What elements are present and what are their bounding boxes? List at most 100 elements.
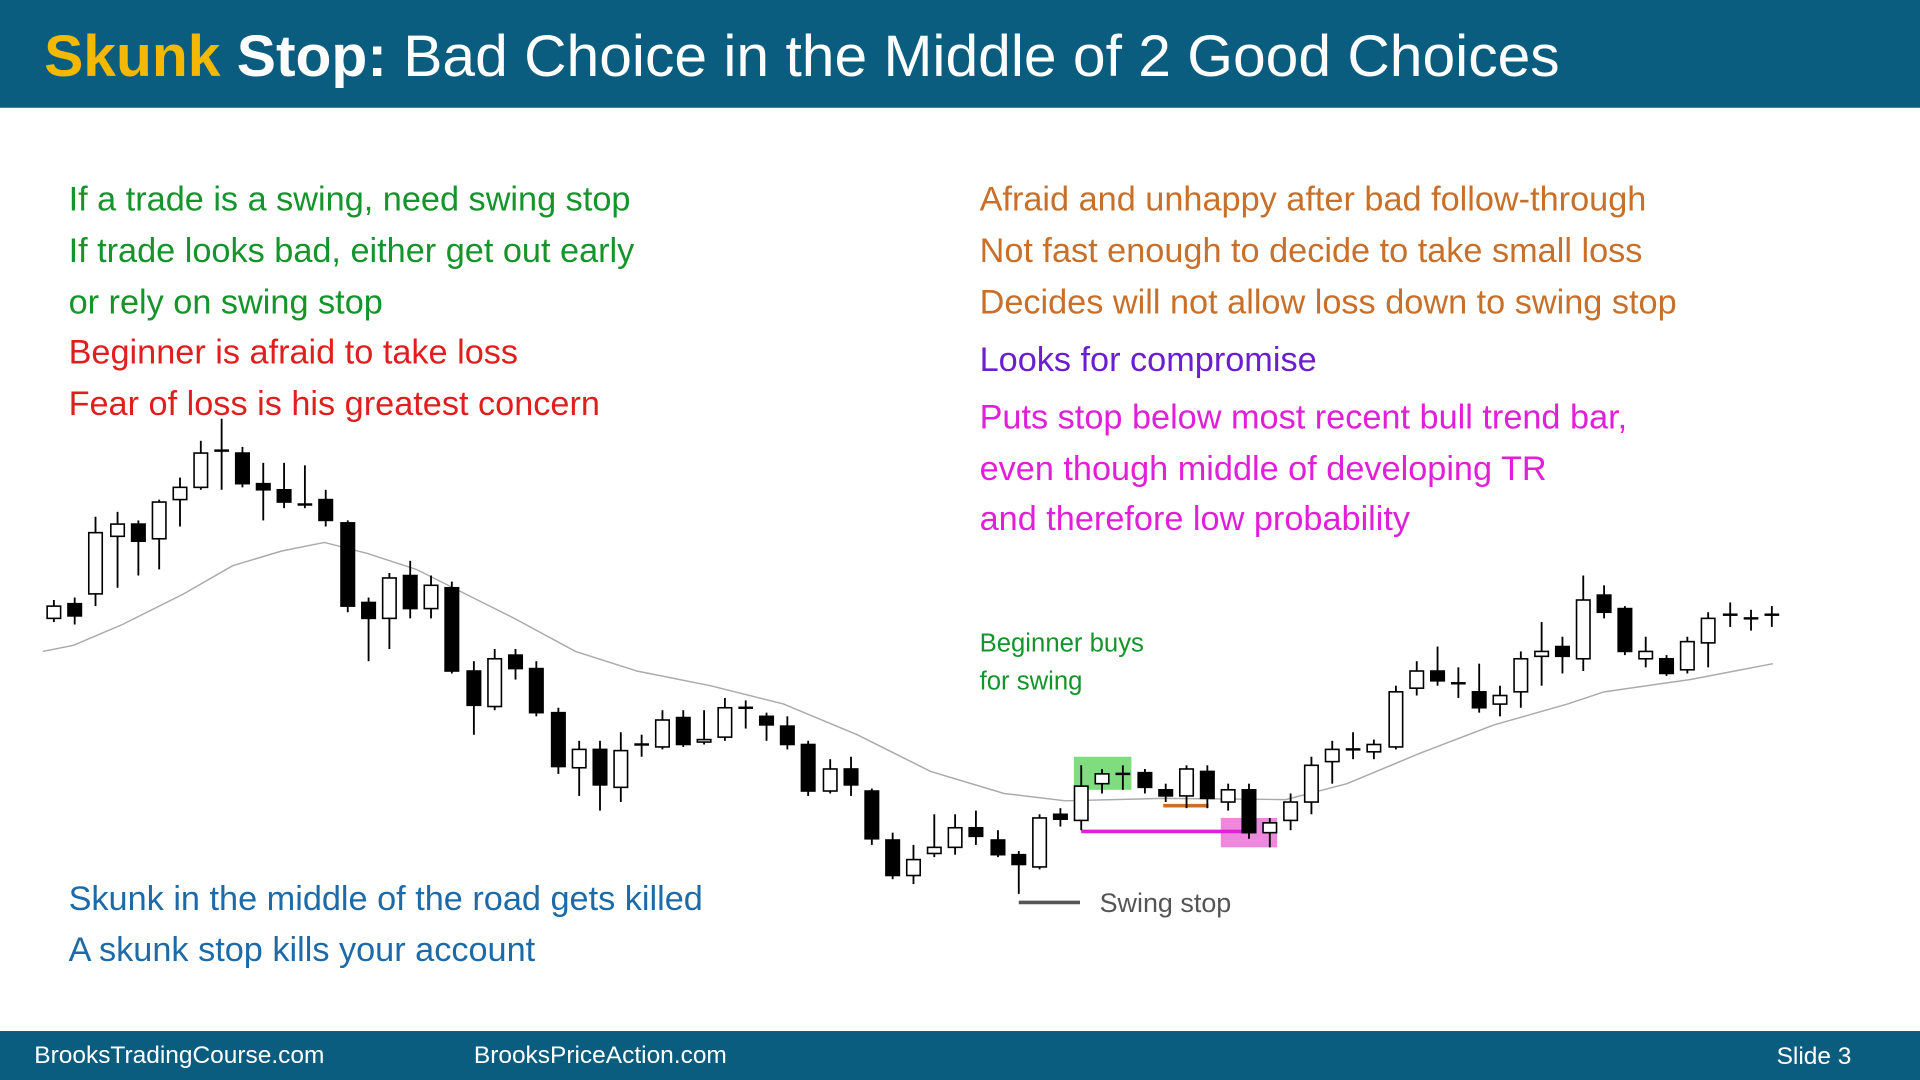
note: even though middle of developing TR [980, 450, 1547, 488]
candle-part [1366, 743, 1382, 753]
candle-part [276, 489, 292, 503]
candle-part [1388, 691, 1404, 748]
candle-part [1700, 617, 1716, 644]
candle-part [1158, 789, 1174, 797]
candle-part [130, 523, 146, 543]
candle-part [255, 482, 271, 491]
candle-part [717, 706, 733, 738]
candle-part [507, 654, 524, 670]
candle-part [822, 768, 838, 792]
note: Skunk in the middle of the road gets kil… [69, 880, 703, 918]
candle-part [1073, 785, 1089, 822]
candle-part [1303, 764, 1319, 803]
candle-part [1220, 789, 1236, 803]
candle-part [990, 839, 1006, 856]
candle-part [110, 523, 126, 538]
note: A skunk stop kills your account [69, 931, 536, 969]
candle-part [592, 748, 608, 786]
candle-part [1534, 650, 1550, 658]
candle-part [1617, 607, 1633, 653]
candle-part [1137, 771, 1153, 789]
footer-bar [0, 1031, 1920, 1080]
candle-part [1513, 657, 1529, 693]
candle-part [843, 768, 859, 786]
note: If a trade is a swing, need swing stop [69, 181, 631, 219]
candle-part [340, 522, 356, 607]
candle-part [1262, 822, 1278, 834]
candle-part [151, 501, 167, 540]
moving-average [42, 541, 1774, 802]
annotation: for swing [980, 667, 1083, 695]
candle-part [1638, 650, 1654, 660]
annotation: Swing stop [1100, 888, 1232, 918]
candle-part [800, 743, 816, 792]
note: Not fast enough to decide to take small … [980, 232, 1643, 270]
candle-part [67, 602, 83, 617]
candle-part [759, 715, 775, 726]
candle-part [234, 452, 250, 485]
annotation: Beginner buys [980, 629, 1144, 657]
candle-part [487, 657, 503, 708]
note: Fear of loss is his greatest concern [69, 385, 600, 423]
candle-part [1679, 640, 1695, 671]
candle-part [402, 574, 418, 610]
candle-part [1199, 770, 1215, 800]
note: Looks for compromise [980, 341, 1317, 379]
note: If trade looks bad, either get out early [69, 232, 636, 270]
candle-part [1659, 657, 1675, 675]
candle-part [528, 667, 544, 714]
candle-part [675, 716, 691, 746]
note: Beginner is afraid to take loss [69, 334, 519, 372]
candle-part [1492, 694, 1508, 705]
note: Puts stop below most recent bull trend b… [980, 399, 1628, 437]
candle-part [571, 748, 587, 769]
header-bar [0, 0, 1920, 108]
candle-part [926, 846, 942, 855]
candle-part [361, 601, 377, 620]
candle-part [550, 711, 566, 768]
candle-part [1094, 773, 1110, 785]
candle-part [1554, 645, 1570, 658]
candle-part [779, 725, 795, 746]
candle-part [1430, 670, 1446, 682]
candle-part [444, 586, 460, 672]
title-word: Skunk [44, 24, 221, 89]
candle-part [1409, 670, 1425, 689]
title-text: Bad Choice in the Middle of 2 Good Choic… [403, 24, 1559, 89]
candle-part [1283, 801, 1299, 822]
note: Decides will not allow loss down to swin… [980, 283, 1677, 321]
candle-part [1179, 768, 1195, 797]
candle-part [381, 577, 397, 620]
candle-part [172, 486, 188, 501]
candle-part [1032, 817, 1048, 868]
footer-link: BrooksPriceAction.com [474, 1042, 727, 1069]
candle-part [1241, 789, 1257, 834]
candle-part [905, 858, 921, 877]
candle-part [864, 790, 880, 840]
candle-part [1011, 853, 1027, 866]
candle-part [885, 839, 901, 877]
candle-part [1324, 748, 1340, 763]
candle-part [968, 826, 984, 838]
title-word: Stop: [237, 24, 387, 89]
candle-part [423, 584, 439, 610]
candle-part [46, 605, 62, 620]
note: or rely on swing stop [69, 283, 383, 321]
footer-link: BrooksTradingCourse.com [34, 1042, 324, 1069]
candle-part [87, 531, 104, 595]
candle-part [193, 452, 209, 489]
note: Afraid and unhappy after bad follow-thro… [980, 181, 1647, 219]
candle-part [466, 670, 482, 707]
candle-part [318, 498, 334, 522]
candle-part [1596, 594, 1612, 614]
candle-part [947, 826, 963, 849]
title: Skunk Stop: Bad Choice in the Middle of … [44, 24, 1560, 89]
candle-part [696, 738, 712, 743]
slide-number: Slide 3 [1777, 1043, 1852, 1070]
candle-part [1575, 599, 1591, 660]
candle-part [1471, 691, 1487, 709]
candle-part [1052, 813, 1068, 820]
candle-part [613, 749, 629, 789]
candle-chart [42, 418, 1780, 905]
